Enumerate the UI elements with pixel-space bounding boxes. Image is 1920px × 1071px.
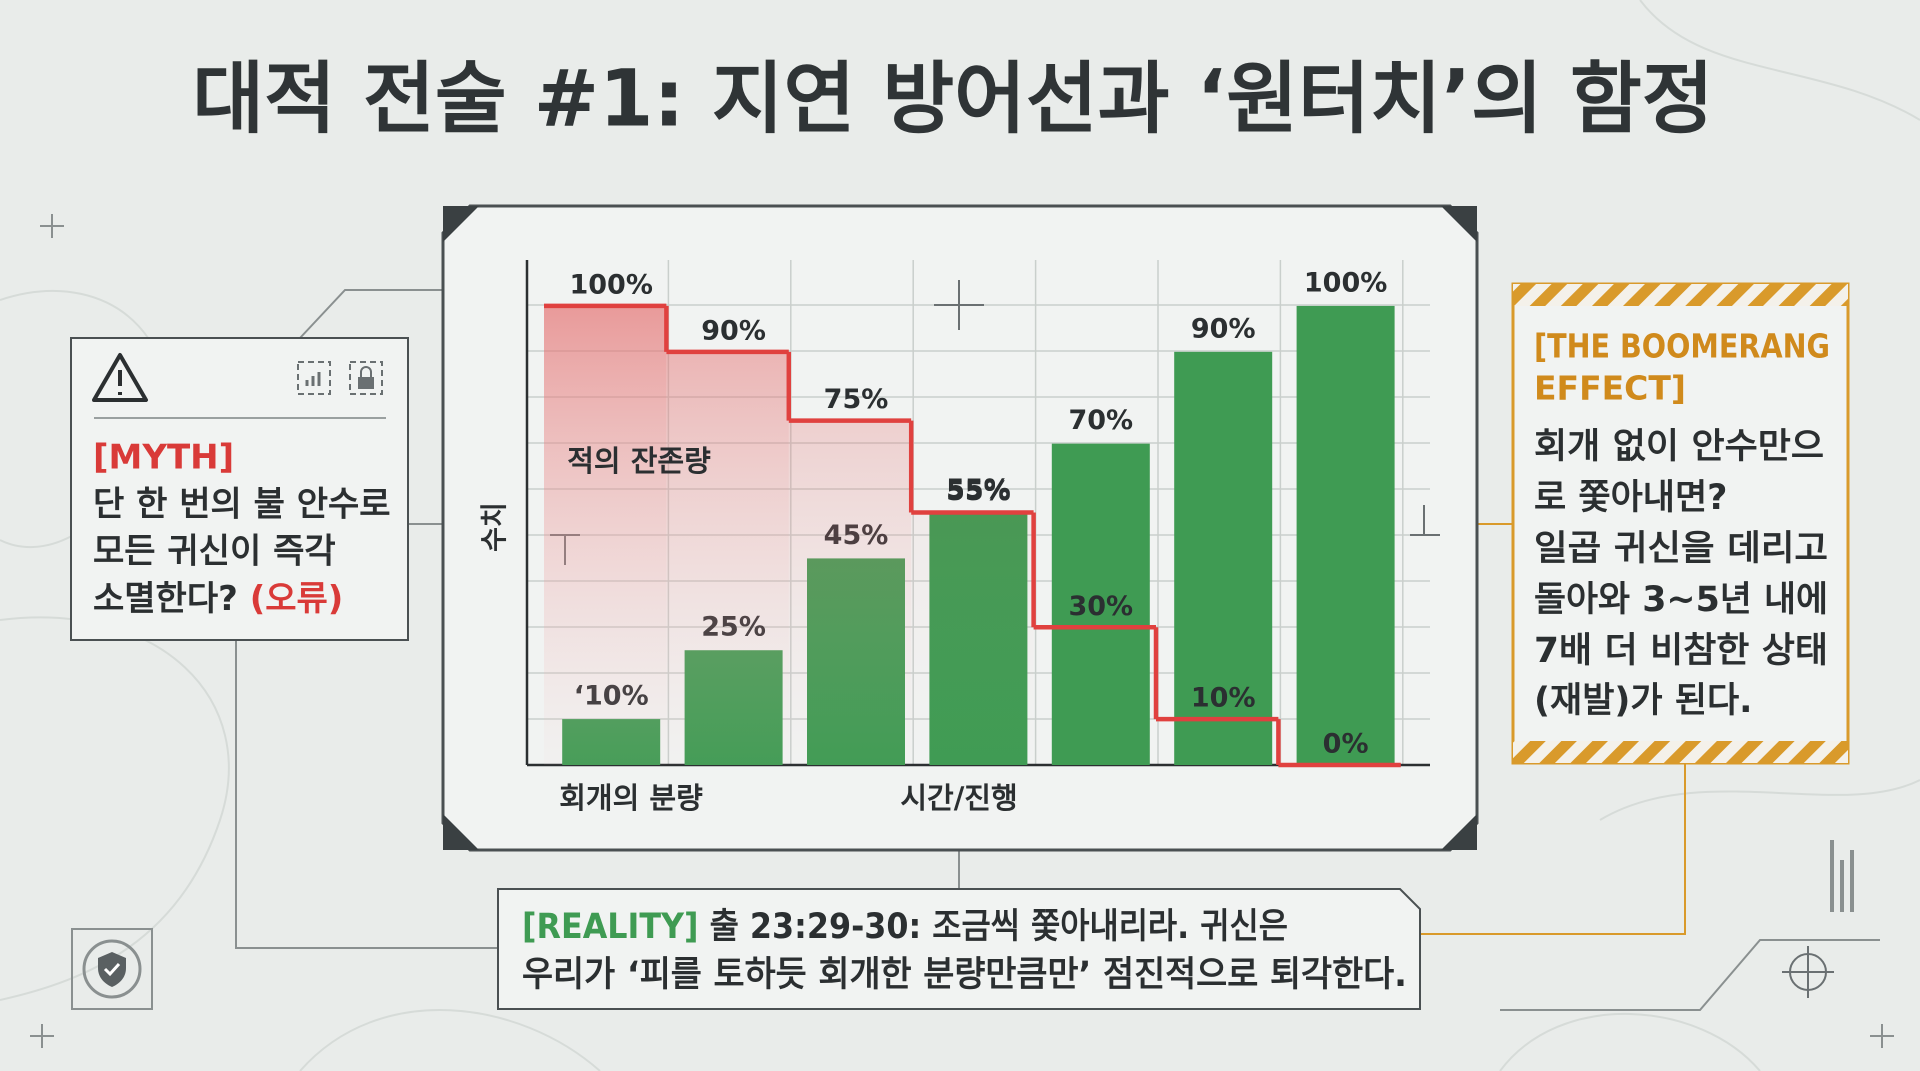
value-label: 70%: [1068, 405, 1133, 436]
page-title: 대적 전술 #1: 지연 방어선과 ‘원터치’의 함정: [192, 54, 1713, 144]
boomerang-tag: EFFECT]: [1534, 369, 1686, 408]
remaining-area: [788, 420, 912, 765]
boomerang-line: (재발)가 된다.: [1534, 681, 1752, 721]
reality-box: [REALITY] 출 23:29-30: 조금씩 쫓아내리라. 귀신은 우리가…: [497, 888, 1421, 1010]
plot-area: ‘10%25%45%55%70%90%100%100%90%75%55%30%1…: [525, 260, 1440, 768]
value-label: 10%: [1191, 683, 1256, 714]
boomerang-tag: [THE BOOMERANG: [1534, 327, 1830, 366]
ornaments: [71, 840, 1854, 1010]
reality-tag: [REALITY]: [522, 907, 699, 947]
myth-error: (오류): [250, 579, 344, 619]
remaining-area: [911, 512, 1034, 765]
series-label: 회개의 분량: [559, 781, 703, 815]
remaining-area: [544, 305, 667, 765]
value-label: 100%: [1304, 267, 1387, 298]
value-label: 90%: [701, 315, 766, 346]
connectors: [30, 214, 1894, 1048]
reality-text: 출 23:29-30: 조금씩 쫓아내리라. 귀신은: [710, 907, 1288, 947]
bar: [1174, 351, 1273, 765]
y-axis-label: 수치: [480, 502, 511, 552]
series-label: 적의 잔존량: [567, 444, 711, 478]
boomerang-box: [THE BOOMERANG EFFECT] 회개 없이 안수만으 로 쫓아내면…: [1511, 282, 1850, 765]
reality-line: [REALITY] 출 23:29-30: 조금씩 쫓아내리라. 귀신은: [522, 907, 1288, 947]
value-label: 0%: [1323, 729, 1369, 760]
myth-line: 모든 귀신이 즉각: [93, 532, 336, 572]
myth-tag: [MYTH]: [93, 438, 234, 478]
value-label: 75%: [824, 384, 889, 415]
value-label: 90%: [1191, 313, 1256, 344]
boomerang-line: 돌아와 3~5년 내에: [1534, 580, 1828, 620]
myth-box: [MYTH] 단 한 번의 불 안수로 모든 귀신이 즉각 소멸한다? (오류): [70, 337, 409, 641]
boomerang-line: 일곱 귀신을 데리고: [1534, 529, 1828, 569]
x-axis-label: 시간/진행: [900, 781, 1017, 815]
boomerang-line: 회개 없이 안수만으: [1534, 427, 1824, 467]
myth-line: 단 한 번의 불 안수로: [93, 485, 391, 525]
reality-line: 우리가 ‘피를 토하듯 회개한 분량만큼만’ 점진적으로 퇴각한다.: [522, 955, 1407, 995]
value-label: 30%: [1068, 591, 1133, 622]
myth-line: 소멸한다? (오류): [93, 579, 343, 619]
boomerang-line: 로 쫓아내면?: [1534, 478, 1728, 518]
value-label: 55%: [946, 476, 1011, 507]
bar: [1051, 443, 1150, 765]
bar: [1296, 305, 1395, 765]
remaining-area: [666, 351, 789, 765]
value-label: 55%: [946, 474, 1011, 505]
value-label: 100%: [569, 269, 652, 300]
myth-line: 소멸한다?: [93, 579, 238, 619]
boomerang-line: 7배 더 비참한 상태: [1534, 631, 1828, 671]
